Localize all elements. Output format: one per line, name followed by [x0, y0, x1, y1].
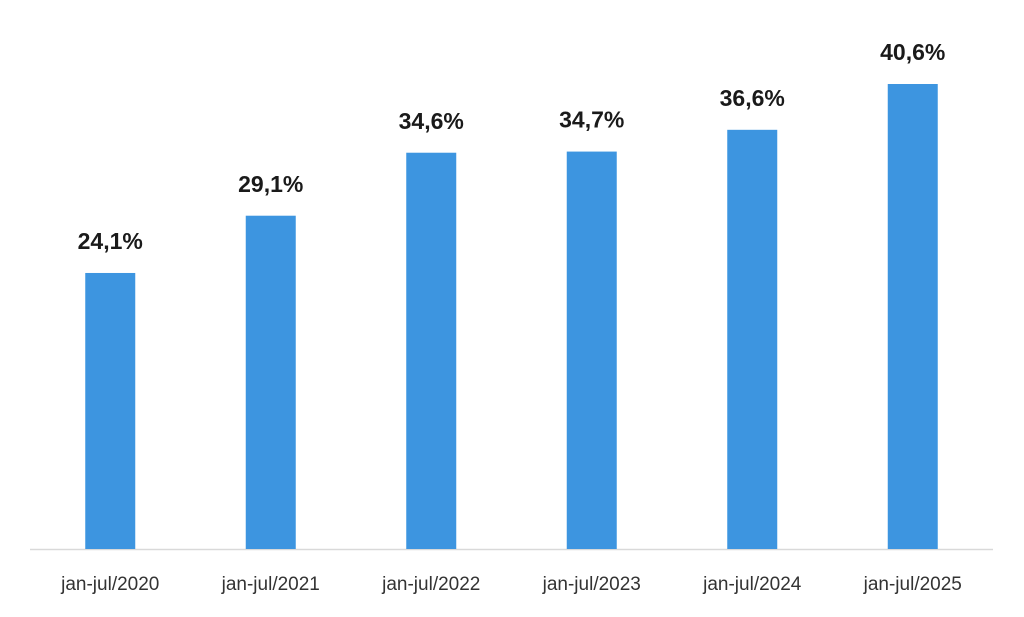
- x-tick-label: jan-jul/2021: [221, 574, 320, 595]
- bar: [245, 215, 296, 549]
- x-tick-label: jan-jul/2024: [702, 574, 802, 595]
- x-tick-label: jan-jul/2023: [542, 574, 641, 595]
- value-label: 34,7%: [559, 107, 624, 133]
- bar: [85, 272, 136, 549]
- bar: [566, 151, 617, 549]
- bar: [887, 84, 938, 549]
- bar: [406, 152, 457, 549]
- value-label: 24,1%: [78, 228, 143, 254]
- x-tick-label: jan-jul/2020: [60, 574, 159, 595]
- value-label: 29,1%: [238, 171, 303, 197]
- x-tick-label: jan-jul/2025: [863, 574, 962, 595]
- value-label: 34,6%: [399, 108, 464, 134]
- x-tick-label: jan-jul/2022: [381, 574, 480, 595]
- value-label: 40,6%: [880, 39, 945, 65]
- bar: [727, 129, 778, 549]
- value-label: 36,6%: [720, 85, 785, 111]
